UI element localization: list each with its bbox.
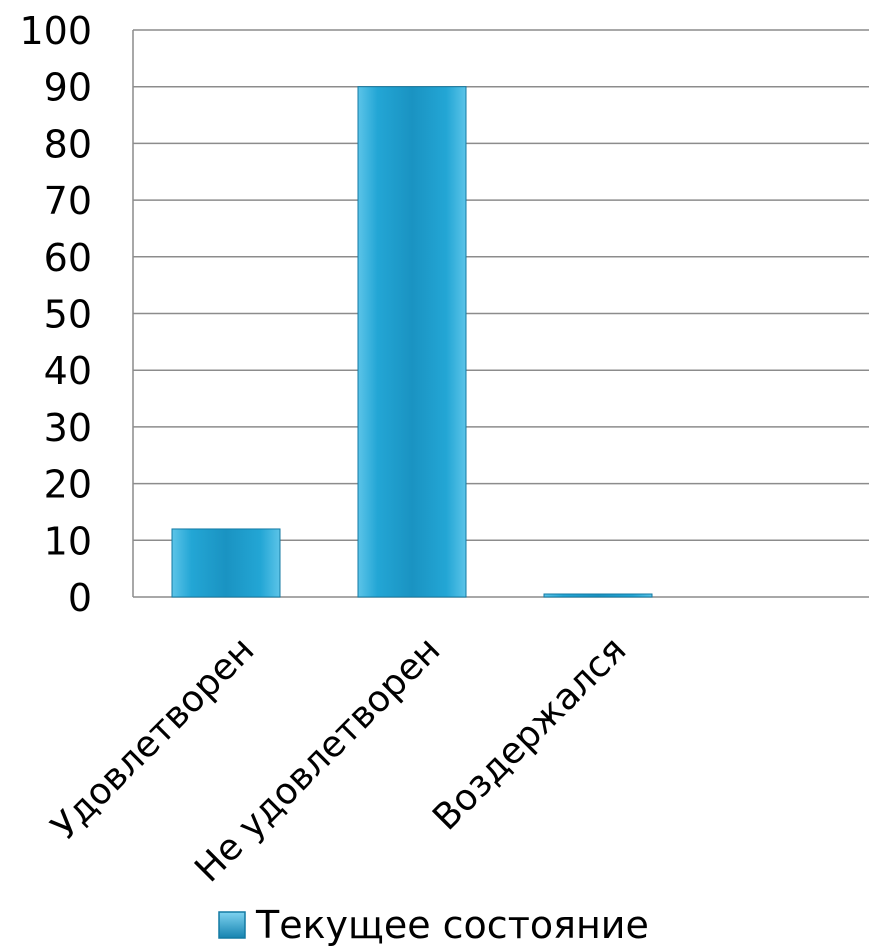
y-tick-label: 80 — [44, 122, 92, 166]
y-tick-label: 50 — [44, 293, 92, 337]
y-tick-label: 30 — [44, 406, 92, 450]
legend-swatch — [218, 911, 246, 939]
category-label: Воздержался — [425, 629, 634, 838]
bar-2 — [357, 86, 467, 598]
gridlines — [133, 29, 869, 542]
y-tick-label: 100 — [19, 9, 92, 53]
y-tick-label: 90 — [44, 66, 92, 110]
bars — [171, 86, 653, 598]
bar-1 — [171, 528, 281, 598]
y-tick-label: 0 — [68, 576, 92, 620]
y-tick-label: 40 — [44, 349, 92, 393]
category-label: Удовлетворен — [44, 629, 262, 847]
y-tick-label: 10 — [44, 519, 92, 563]
y-tick-labels: 0 10 20 30 40 50 60 70 80 90 100 — [19, 9, 92, 620]
y-tick-label: 60 — [44, 236, 92, 280]
bar-3 — [543, 593, 653, 598]
legend-label: Текущее состояние — [255, 903, 649, 946]
y-tick-label: 20 — [44, 463, 92, 507]
legend: Текущее состояние — [218, 903, 649, 946]
y-tick-label: 70 — [44, 179, 92, 223]
